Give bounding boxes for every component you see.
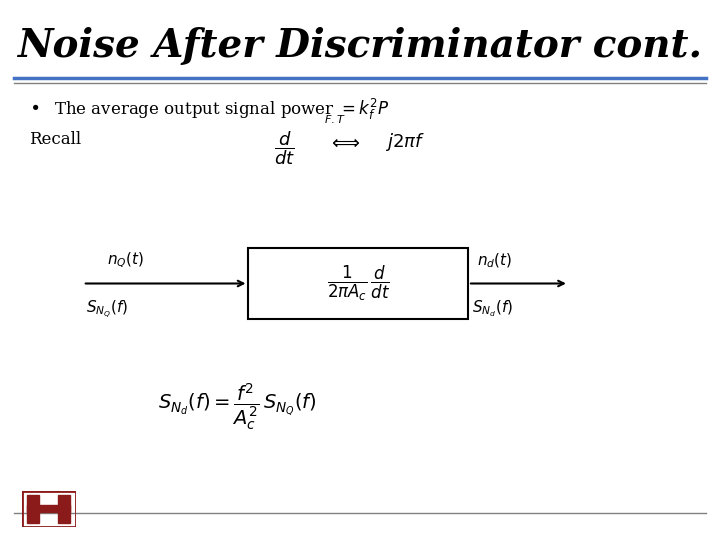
Text: $j2\pi f$: $j2\pi f$ <box>385 131 425 153</box>
Text: Recall: Recall <box>29 131 81 147</box>
Bar <box>27 505 71 512</box>
Text: $F.T$: $F.T$ <box>324 113 346 125</box>
Text: $\bullet$: $\bullet$ <box>29 97 39 115</box>
Text: $\dfrac{d}{dt}$: $\dfrac{d}{dt}$ <box>274 130 294 167</box>
Text: $\Longleftrightarrow$: $\Longleftrightarrow$ <box>328 134 361 152</box>
Text: $n_d(t)$: $n_d(t)$ <box>477 252 512 270</box>
Text: $\dfrac{1}{2\pi A_c}\,\dfrac{d}{dt}$: $\dfrac{1}{2\pi A_c}\,\dfrac{d}{dt}$ <box>327 264 390 303</box>
Bar <box>27 495 39 523</box>
Text: Noise After Discriminator cont.: Noise After Discriminator cont. <box>17 27 703 65</box>
Bar <box>248 248 468 319</box>
Text: $S_{N_Q}(f)$: $S_{N_Q}(f)$ <box>86 298 129 320</box>
Text: $S_{N_d}(f) = \dfrac{f^2}{A_c^2}\,S_{N_Q}(f)$: $S_{N_d}(f) = \dfrac{f^2}{A_c^2}\,S_{N_Q… <box>158 381 317 431</box>
Text: $S_{N_d}(f)$: $S_{N_d}(f)$ <box>472 298 513 319</box>
Text: $n_Q(t)$: $n_Q(t)$ <box>107 251 143 270</box>
Bar <box>58 495 70 523</box>
Text: The average output signal power $= k_f^2 P$: The average output signal power $= k_f^2… <box>54 97 390 122</box>
